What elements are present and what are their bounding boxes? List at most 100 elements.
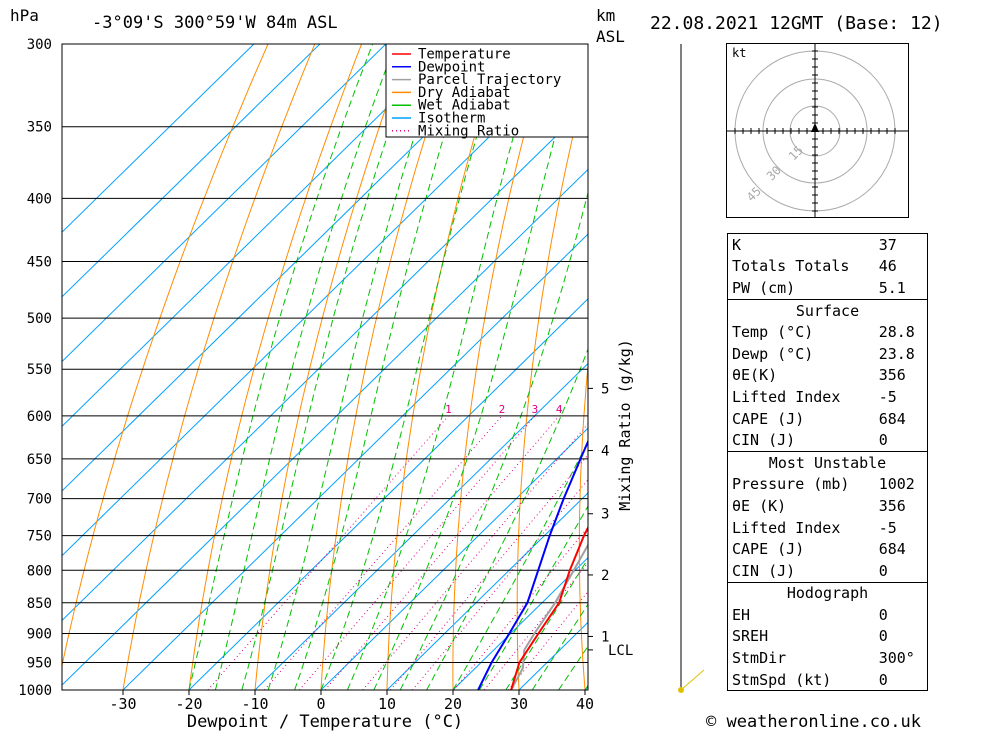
mixing-ratio-line bbox=[324, 415, 560, 690]
table-row: CAPE (J) 684 bbox=[732, 409, 906, 428]
table-row: Totals Totals 46 bbox=[732, 257, 897, 276]
mixing-ratio-line bbox=[412, 478, 588, 690]
km-tick-label: 4 bbox=[601, 444, 609, 460]
x-tick-label: 40 bbox=[576, 695, 594, 713]
legend-box bbox=[385, 43, 589, 138]
pressure-tick-label: 950 bbox=[27, 655, 52, 671]
mixing-ratio-label: 10 bbox=[635, 403, 648, 416]
x-axis-label: Dewpoint / Temperature (°C) bbox=[187, 712, 463, 732]
pressure-tick-label: 550 bbox=[27, 362, 52, 378]
isotherm-line bbox=[62, 44, 255, 233]
mixing-ratio-axis-label: Mixing Ratio (g/kg) bbox=[616, 339, 634, 511]
table-row: EH 0 bbox=[732, 605, 888, 624]
isotherm-line bbox=[320, 427, 588, 690]
dry-adiabat-line bbox=[320, 44, 456, 690]
pressure-tick-label: 800 bbox=[27, 563, 52, 579]
pressure-tick-label: 400 bbox=[27, 191, 52, 207]
isotherm-line bbox=[452, 556, 588, 690]
wet-adiabat-line bbox=[478, 505, 588, 690]
lcl-label: LCL bbox=[608, 643, 633, 659]
table-row: Pressure (mb) 1002 bbox=[732, 475, 915, 494]
isotherm-line bbox=[254, 362, 588, 690]
km-tick-label: 3 bbox=[601, 507, 609, 523]
datetime-label: 22.08.2021 12GMT (Base: 12) bbox=[650, 13, 943, 34]
pressure-tick-label: 650 bbox=[27, 452, 52, 468]
most-unstable-group: Most Unstable Pressure (mb) 1002 θE (K) 35… bbox=[727, 451, 928, 582]
isotherm-line bbox=[62, 168, 588, 686]
pressure-tick-label: 600 bbox=[27, 409, 52, 425]
pressure-tick-label: 450 bbox=[27, 255, 52, 271]
surface-title: Surface bbox=[795, 301, 860, 320]
legend-label: Mixing Ratio bbox=[418, 123, 519, 139]
hodograph-unit-label: kt bbox=[732, 46, 746, 60]
hodograph-ring-label-30: 30 bbox=[764, 163, 784, 183]
table-row: K 37 bbox=[732, 235, 897, 254]
dry-adiabat-line bbox=[188, 44, 363, 690]
location-title: -3°09'S 300°59'W 84m ASL bbox=[92, 13, 338, 33]
pressure-tick-label: 300 bbox=[27, 37, 52, 53]
km-tick-label: 2 bbox=[601, 568, 609, 584]
mixing-ratio-label: 3 bbox=[532, 403, 539, 416]
pressure-tick-label: 750 bbox=[27, 529, 52, 545]
mixing-ratio-line bbox=[453, 526, 588, 690]
x-tick-label: 20 bbox=[444, 695, 462, 713]
mixing-ratio-line bbox=[362, 423, 588, 690]
surface-wind-barb bbox=[680, 669, 705, 691]
legend-label: Dewpoint bbox=[418, 59, 485, 75]
table-row: CAPE (J) 684 bbox=[732, 540, 906, 559]
pressure-tick-label: 700 bbox=[27, 492, 52, 508]
legend-label: Wet Adiabat bbox=[418, 98, 511, 114]
table-row: CIN (J) 0 bbox=[732, 431, 888, 450]
legend-label: Dry Adiabat bbox=[418, 85, 511, 101]
table-row: CIN (J) 0 bbox=[732, 561, 888, 580]
wet-adiabat-line bbox=[505, 557, 588, 690]
wet-adiabat-line bbox=[267, 44, 446, 690]
mixing-ratio-label: 20 bbox=[702, 403, 715, 416]
table-row: Lifted Index -5 bbox=[732, 387, 897, 406]
wet-adiabat-line bbox=[531, 603, 588, 690]
hodograph-panel: kt 15 30 45 bbox=[726, 43, 909, 218]
wet-adiabat-line bbox=[294, 44, 474, 690]
isotherm-line bbox=[62, 44, 387, 363]
storm-motion-marker bbox=[811, 123, 819, 132]
hodograph-ring-label-45: 45 bbox=[744, 184, 764, 204]
dry-adiabat-line bbox=[640, 44, 690, 690]
isotherm-line bbox=[386, 492, 588, 690]
copyright: © weatheronline.co.uk bbox=[706, 712, 921, 732]
plot-frame bbox=[61, 43, 589, 691]
isotherm-line bbox=[122, 233, 588, 690]
pressure-tick-label: 350 bbox=[27, 120, 52, 136]
table-row: θE(K) 356 bbox=[732, 366, 906, 385]
dewpoint-line bbox=[477, 439, 588, 690]
mixing-ratio-label: 2 bbox=[499, 403, 506, 416]
wet-adiabat-line bbox=[373, 44, 581, 690]
mixing-ratio-line bbox=[298, 415, 536, 690]
legend-label: Isotherm bbox=[418, 111, 485, 127]
temperature-line bbox=[510, 525, 588, 690]
x-tick-label: -30 bbox=[109, 695, 136, 713]
isotherm-line bbox=[62, 44, 519, 492]
wet-adiabat-line bbox=[241, 44, 420, 690]
table-row: StmDir 300° bbox=[732, 649, 915, 668]
mixing-ratio-label: 6 bbox=[591, 403, 598, 416]
isotherm-line bbox=[62, 44, 321, 298]
wet-adiabat-line bbox=[426, 347, 588, 690]
legend-label: Temperature bbox=[418, 47, 511, 63]
table-row: StmSpd (kt) 0 bbox=[732, 670, 888, 689]
hpa-label: hPa bbox=[10, 6, 39, 25]
dry-adiabat-line bbox=[966, 44, 1000, 690]
x-tick-label: 30 bbox=[510, 695, 528, 713]
mixing-ratio-label: 1 bbox=[445, 403, 452, 416]
hodograph-ring-label-15: 15 bbox=[786, 143, 806, 163]
wet-adiabat-line bbox=[452, 440, 588, 690]
most-unstable-title: Most Unstable bbox=[768, 453, 887, 472]
table-row: θE (K) 356 bbox=[732, 496, 906, 515]
table-row: Dewp (°C) 23.8 bbox=[732, 344, 915, 363]
indices-table: K 37 Totals Totals 46 PW (cm) 5.1 Surface T… bbox=[727, 233, 928, 691]
hodograph-title: Hodograph bbox=[786, 584, 869, 603]
mixing-ratio-line bbox=[264, 415, 503, 690]
dry-adiabat-line bbox=[62, 44, 269, 669]
km-tick-label: 5 bbox=[601, 381, 609, 397]
